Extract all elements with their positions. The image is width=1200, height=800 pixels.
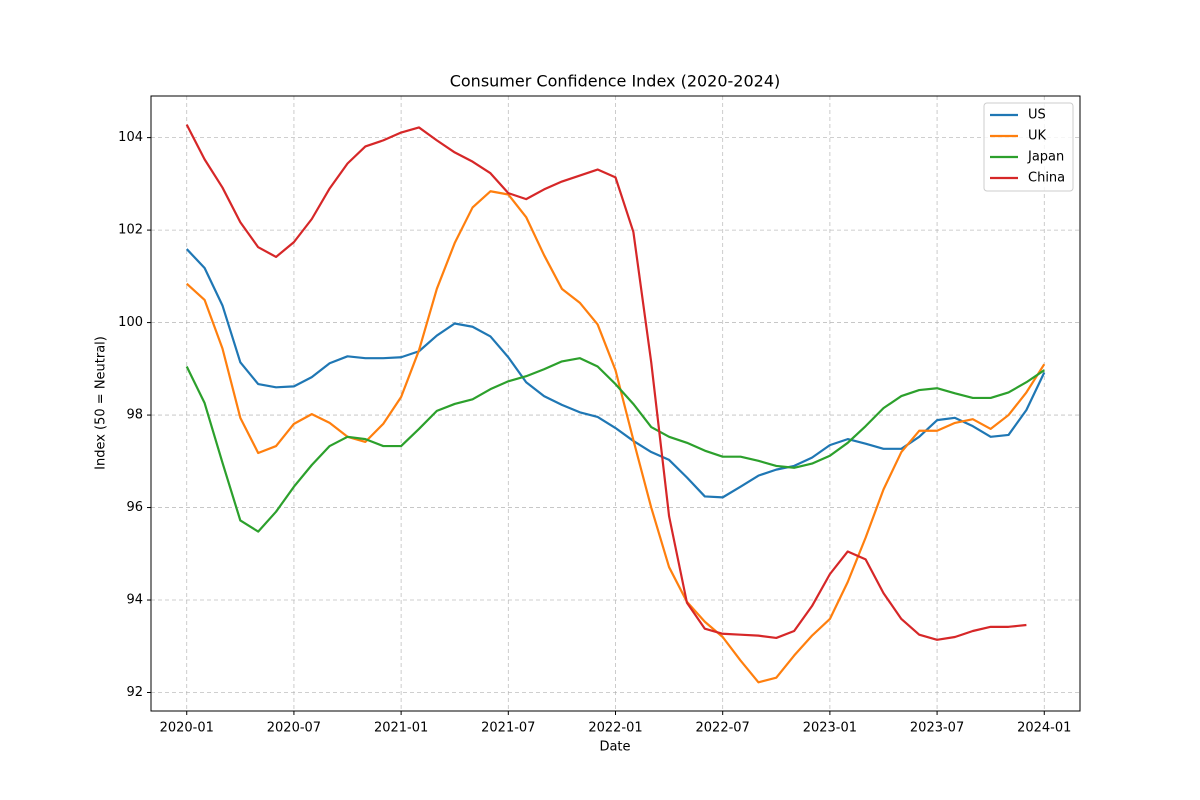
x-tick-label: 2020-01 [160, 721, 214, 736]
x-tick-label: 2024-01 [1017, 721, 1071, 736]
x-tick-label: 2023-01 [803, 721, 857, 736]
y-tick-label: 102 [118, 223, 143, 238]
x-axis-label: Date [599, 740, 630, 755]
x-tick-label: 2020-07 [267, 721, 321, 736]
y-axis-label: Index (50 = Neutral) [94, 336, 109, 470]
x-tick-label: 2022-01 [588, 721, 642, 736]
x-tick-label: 2021-07 [481, 721, 535, 736]
x-tick-label: 2023-07 [910, 721, 964, 736]
series-line [185, 357, 1045, 533]
y-tick-label: 98 [126, 408, 143, 423]
series-line [185, 248, 1046, 499]
plot-frame [150, 95, 1081, 712]
series-line [185, 190, 1046, 684]
x-tick-label: 2021-01 [374, 721, 428, 736]
legend: US UK Japan China [983, 102, 1074, 192]
y-tick-label: 100 [118, 315, 143, 330]
x-tick-label: 2022-07 [696, 721, 750, 736]
y-tick-label: 96 [126, 500, 143, 515]
series-line [185, 124, 1027, 641]
chart-title: Consumer Confidence Index (2020-2024) [450, 72, 781, 91]
y-tick-label: 104 [118, 130, 143, 145]
legend-box [983, 102, 1074, 192]
y-tick-label: 94 [126, 593, 143, 608]
legend-label: China [1028, 171, 1065, 186]
legend-label: US [1028, 108, 1046, 123]
legend-label: Japan [1027, 150, 1064, 165]
y-tick-label: 92 [126, 685, 143, 700]
legend-label: UK [1028, 129, 1047, 144]
